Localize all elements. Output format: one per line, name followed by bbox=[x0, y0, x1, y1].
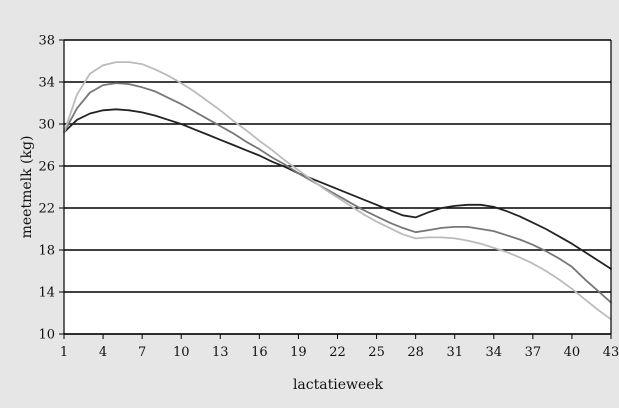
y-tick-label: 26 bbox=[38, 160, 55, 175]
x-tick-label: 37 bbox=[525, 345, 542, 360]
y-tick-label: 30 bbox=[38, 118, 55, 133]
x-tick-label: 7 bbox=[138, 345, 146, 360]
x-tick-label: 34 bbox=[486, 345, 503, 360]
x-tick-label: 19 bbox=[290, 345, 307, 360]
x-tick-label: 1 bbox=[60, 345, 68, 360]
y-tick-label: 38 bbox=[38, 34, 55, 49]
y-tick-label: 34 bbox=[38, 76, 55, 91]
x-axis-title: lactatieweek bbox=[293, 377, 384, 393]
plot-area bbox=[64, 40, 611, 334]
y-tick-label: 14 bbox=[38, 286, 55, 301]
x-axis: 1 4 7 10 13 16 19 22 25 28 31 34 37 40 43 bbox=[60, 333, 619, 360]
x-tick-label: 43 bbox=[603, 345, 619, 360]
series-line-1 bbox=[63, 108, 612, 270]
series-line-3 bbox=[63, 61, 612, 321]
y-axis-title: meetmelk (kg) bbox=[19, 136, 35, 239]
series-line-2 bbox=[63, 82, 612, 304]
series-layer bbox=[63, 61, 612, 321]
x-tick-label: 22 bbox=[329, 345, 346, 360]
y-tick-label: 18 bbox=[38, 244, 55, 259]
x-tick-label: 16 bbox=[251, 345, 268, 360]
y-axis: 10 14 18 22 26 30 34 38 bbox=[38, 34, 612, 343]
x-tick-label: 4 bbox=[99, 345, 107, 360]
y-tick-label: 10 bbox=[38, 328, 55, 343]
x-tick-label: 10 bbox=[173, 345, 190, 360]
x-tick-label: 28 bbox=[407, 345, 424, 360]
x-tick-label: 25 bbox=[368, 345, 385, 360]
y-tick-label: 22 bbox=[38, 202, 55, 217]
x-tick-label: 40 bbox=[564, 345, 581, 360]
x-tick-label: 13 bbox=[212, 345, 229, 360]
x-tick-label: 31 bbox=[446, 345, 463, 360]
gridlines bbox=[64, 39, 611, 335]
